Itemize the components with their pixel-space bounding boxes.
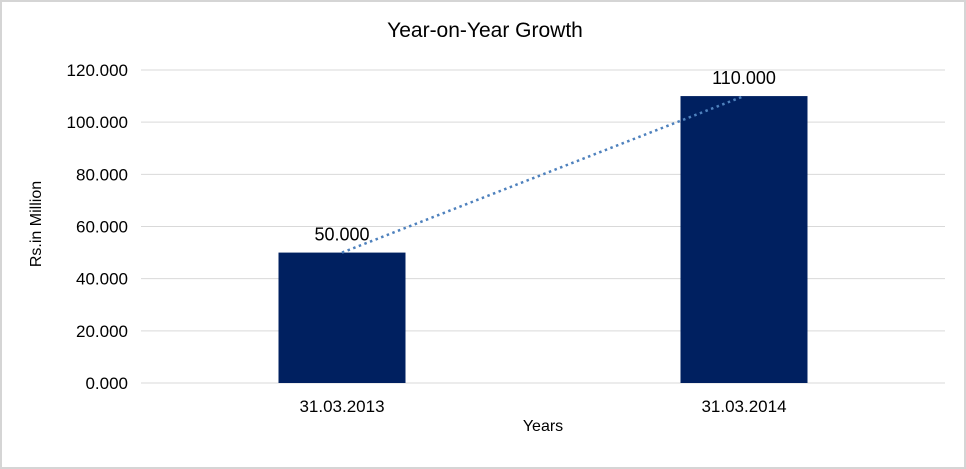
- data-label: 50.000: [314, 225, 369, 245]
- x-category-label: 31.03.2013: [299, 397, 384, 416]
- y-tick-label: 120.000: [67, 61, 128, 80]
- data-label: 110.000: [712, 68, 776, 88]
- x-axis-title: Years: [522, 418, 564, 435]
- chart-title: Year-on-Year Growth: [387, 19, 583, 42]
- y-tick-label: 80.000: [76, 165, 128, 184]
- y-tick-label: 60.000: [76, 218, 128, 237]
- y-tick-label: 20.000: [76, 322, 128, 341]
- x-category-label: 31.03.2014: [701, 397, 786, 416]
- y-axis-title: Rs.in Million: [28, 180, 45, 268]
- bar: [278, 252, 406, 383]
- bar: [680, 96, 808, 383]
- y-tick-label: 0.000: [85, 374, 128, 393]
- y-tick-label: 100.000: [67, 113, 128, 132]
- y-tick-label: 40.000: [76, 270, 128, 289]
